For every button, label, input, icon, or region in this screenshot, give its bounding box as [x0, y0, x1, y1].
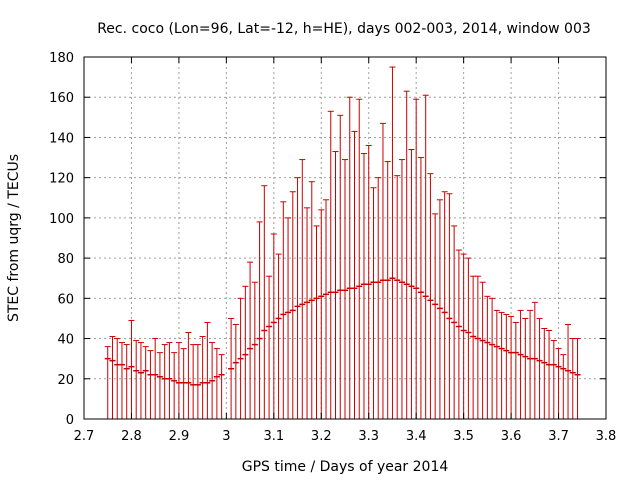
- y-tick-label: 180: [49, 51, 74, 66]
- x-tick-label: 3.3: [358, 429, 379, 444]
- y-tick-label: 40: [57, 333, 74, 348]
- y-axis-label: STEC from uqrg / TECUs: [6, 154, 22, 322]
- x-tick-label: 2.9: [169, 429, 190, 444]
- x-tick-label: 2.8: [121, 429, 142, 444]
- x-tick-label: 3.2: [311, 429, 332, 444]
- x-tick-label: 2.7: [74, 429, 95, 444]
- y-tick-label: 60: [57, 292, 74, 307]
- x-tick-label: 3.1: [263, 429, 284, 444]
- y-tick-label: 0: [66, 413, 74, 428]
- y-tick-label: 120: [49, 172, 74, 187]
- axis-ticks: 2.7 2.8 2.9 3 3.1 3.2 3.3 3.4 3.5 3.6 3.7 3.8 0 20 40 6…: [49, 51, 616, 444]
- x-axis-label: GPS time / Days of year 2014: [242, 459, 449, 475]
- y-tick-label: 100: [49, 212, 74, 227]
- data-layer: [104, 66, 581, 419]
- x-tick-label: 3.5: [453, 429, 474, 444]
- chart-title: Rec. coco (Lon=96, Lat=-12, h=HE), days …: [97, 21, 591, 37]
- y-tick-label: 80: [57, 252, 74, 267]
- x-tick-label: 3.8: [596, 429, 617, 444]
- plot-frame: [83, 56, 607, 420]
- x-tick-label: 3.7: [548, 429, 569, 444]
- x-tick-label: 3.6: [501, 429, 522, 444]
- x-tick-label: 3.4: [406, 429, 427, 444]
- y-tick-label: 140: [49, 131, 74, 146]
- y-tick-label: 20: [57, 373, 74, 388]
- x-tick-label: 3: [222, 429, 230, 444]
- y-tick-label: 160: [49, 91, 74, 106]
